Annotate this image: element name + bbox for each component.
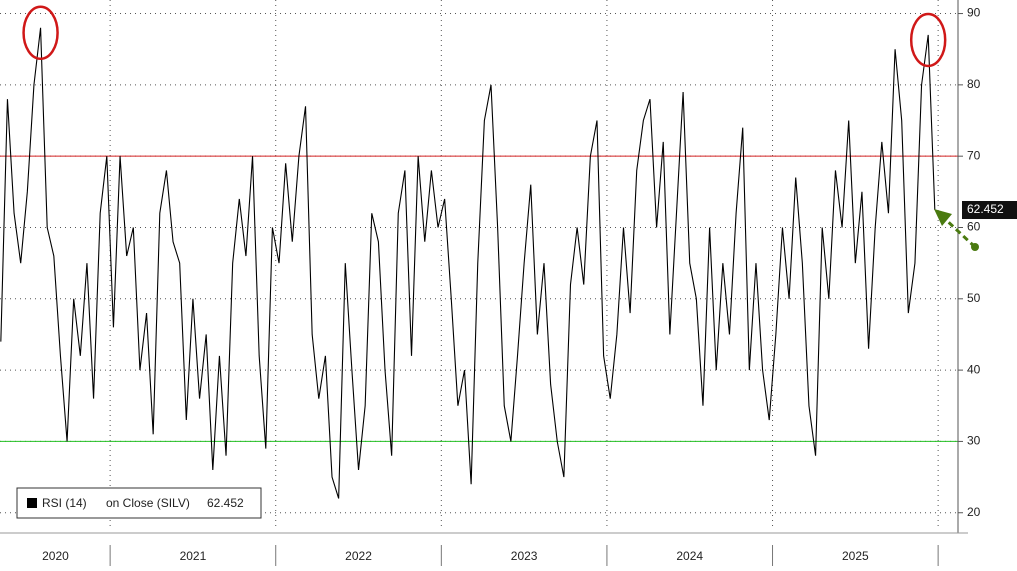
x-tick-label: 2024 bbox=[676, 549, 703, 563]
y-tick-label: 70 bbox=[967, 148, 981, 162]
arrow-head bbox=[934, 209, 952, 226]
legend-swatch bbox=[27, 498, 37, 508]
arrow-line bbox=[942, 216, 977, 249]
x-tick-label: 2021 bbox=[180, 549, 207, 563]
x-tick-label: 2020 bbox=[42, 549, 69, 563]
last-value-badge bbox=[962, 201, 1017, 220]
legend-box bbox=[16, 487, 262, 519]
y-tick-label: 30 bbox=[967, 434, 981, 448]
highlight-circle bbox=[909, 12, 947, 68]
x-tick-label: 2023 bbox=[511, 549, 538, 563]
y-tick-label: 80 bbox=[967, 77, 981, 91]
arrow bbox=[934, 209, 979, 251]
legend-value: 62.452 bbox=[207, 496, 244, 510]
x-tick-label: 2025 bbox=[842, 549, 869, 563]
y-tick-label: 90 bbox=[967, 6, 981, 20]
y-tick-label: 20 bbox=[967, 505, 981, 519]
highlight-circle bbox=[22, 5, 59, 61]
legend-series: RSI (14) bbox=[42, 496, 87, 510]
legend-label: on Close (SILV) bbox=[106, 496, 190, 510]
y-tick-label: 50 bbox=[967, 291, 981, 305]
plot bbox=[0, 5, 958, 499]
line-series bbox=[0, 27, 936, 499]
y-tick-label: 40 bbox=[967, 362, 981, 376]
y-tick-label: 60 bbox=[967, 220, 981, 234]
last-value-label: 62.452 bbox=[967, 202, 1004, 216]
x-tick-label: 2022 bbox=[345, 549, 372, 563]
arrow-tail bbox=[971, 243, 979, 251]
